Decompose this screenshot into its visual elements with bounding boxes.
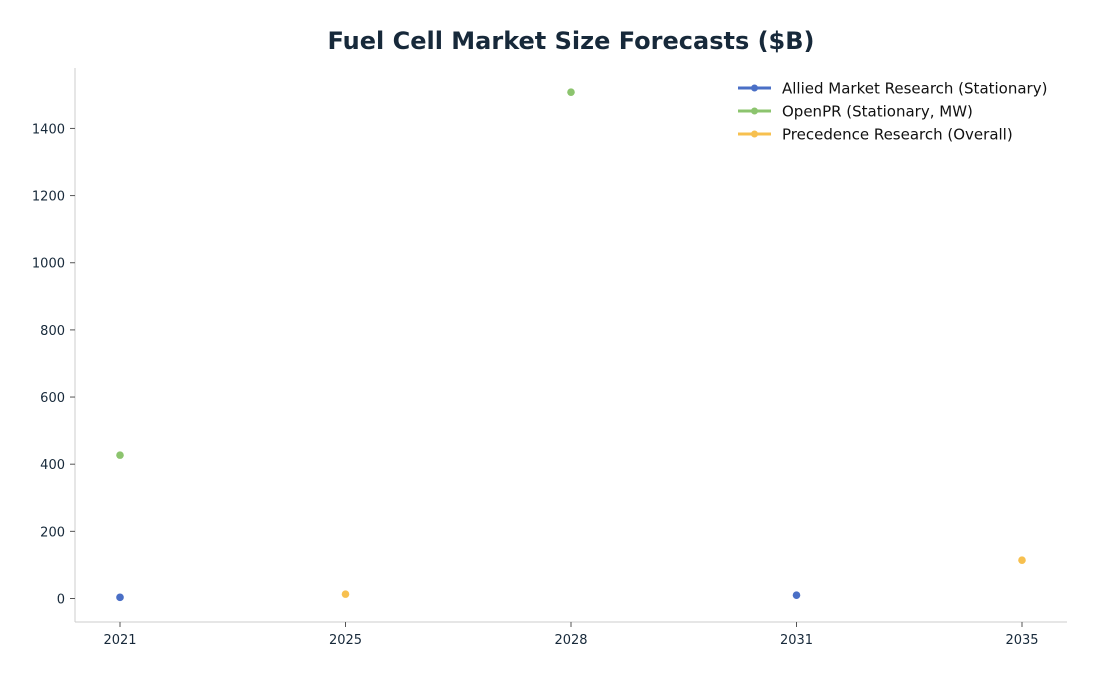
data-point-series-2 <box>341 590 350 598</box>
legend-label: Allied Market Research (Stationary) <box>782 80 1047 98</box>
legend-label: Precedence Research (Overall) <box>782 126 1013 144</box>
legend-marker <box>751 107 758 115</box>
y-tick-label: 400 <box>40 458 65 473</box>
data-point-series-1 <box>116 451 124 459</box>
legend-marker <box>751 84 758 92</box>
x-tick-label: 2021 <box>103 633 136 648</box>
legend-marker <box>751 130 758 138</box>
x-tick-label: 2031 <box>780 633 813 648</box>
plot-area <box>116 88 1026 602</box>
x-tick-label: 2025 <box>329 633 362 648</box>
x-tick-label: 2035 <box>1005 633 1038 648</box>
y-tick-label: 600 <box>40 391 65 406</box>
y-tick-label: 800 <box>40 324 65 339</box>
chart-title: Fuel Cell Market Size Forecasts ($B) <box>327 27 814 55</box>
x-axis: 2021 2025 2028 2031 2035 <box>103 622 1039 648</box>
y-tick-label: 0 <box>57 592 65 607</box>
x-tick-label: 2028 <box>554 633 587 648</box>
data-point-series-2 <box>1018 556 1026 565</box>
data-point-series-1 <box>567 88 575 96</box>
legend: Allied Market Research (Stationary) OpenP… <box>738 80 1047 144</box>
y-tick-label: 1200 <box>32 190 65 205</box>
data-point-series-0 <box>792 591 801 599</box>
y-axis: 0 200 400 600 800 1000 1200 1400 <box>32 122 75 607</box>
legend-label: OpenPR (Stationary, MW) <box>782 103 973 121</box>
y-tick-label: 200 <box>40 525 65 540</box>
y-tick-label: 1000 <box>32 257 65 272</box>
y-tick-label: 1400 <box>32 122 65 137</box>
data-point-series-0 <box>116 593 124 602</box>
